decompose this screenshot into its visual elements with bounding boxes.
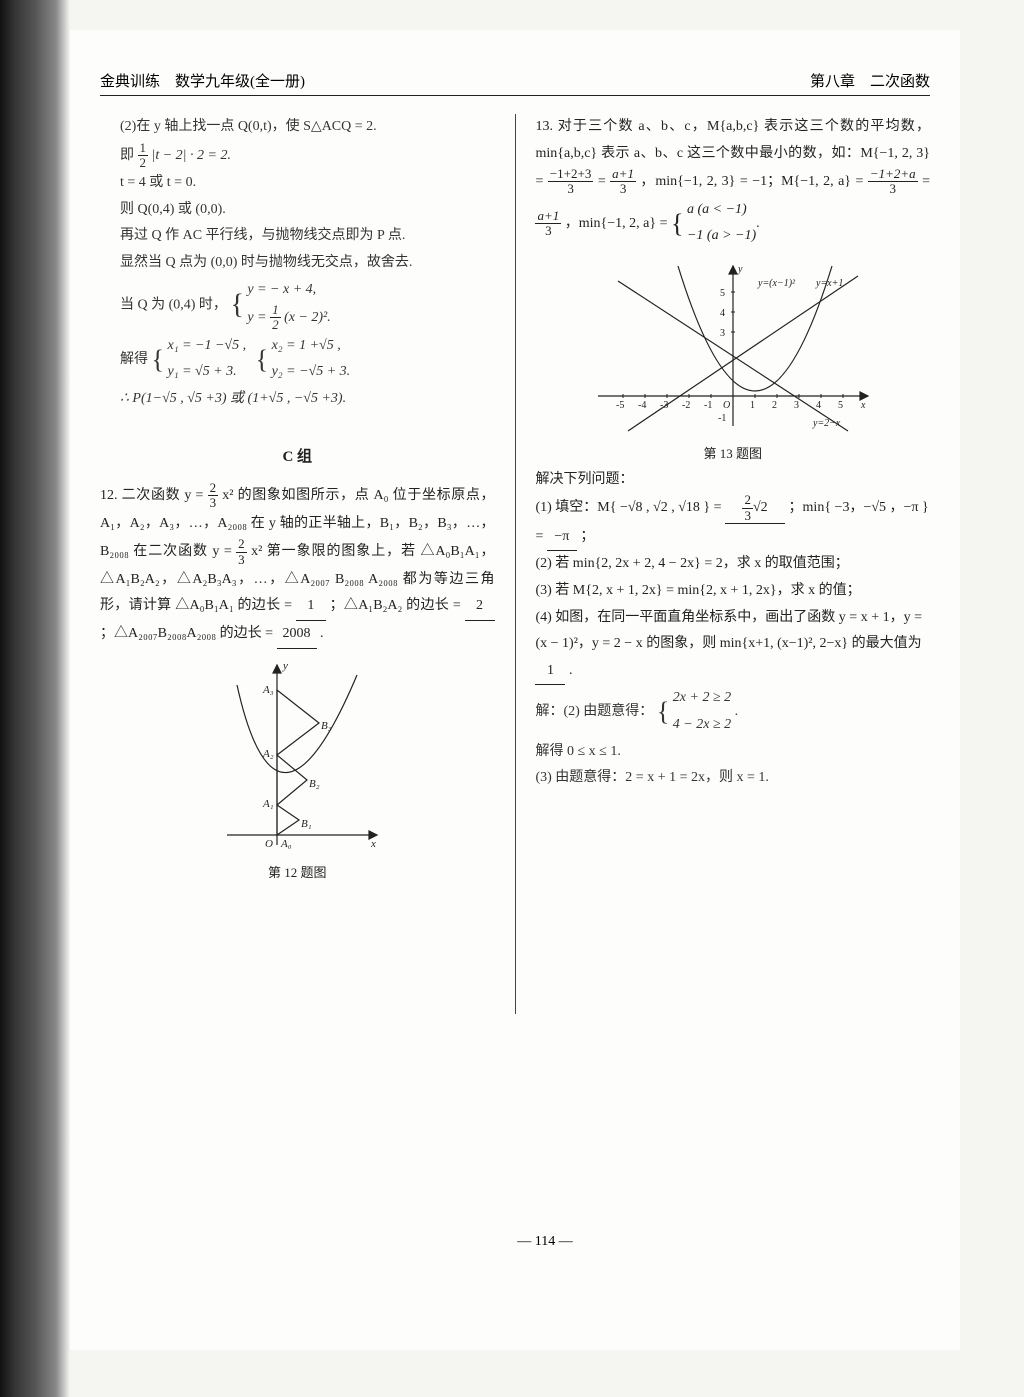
svg-text:5: 5 [838,400,843,411]
svg-text:y: y [282,660,288,672]
svg-text:A₂: A₂ [262,748,274,760]
svg-text:-2: -2 [682,400,690,411]
fig12-caption: 第 12 题图 [100,861,495,886]
part-2: (2) 若 min{2, 2x + 2, 4 − 2x} = 2，求 x 的取值… [535,551,930,578]
svg-text:B₁: B₁ [301,818,312,830]
svg-text:y=2−x: y=2−x [812,418,841,429]
group-c-heading: C 组 [100,443,495,472]
q13: 13. 对于三个数 a、b、c，M{a,b,c} 表示这三个数的平均数，min{… [535,114,930,250]
part-4: (4) 如图，在同一平面直角坐标系中，画出了函数 y = x + 1，y = (… [535,605,930,686]
svg-text:1: 1 [750,400,755,411]
system-eq: 当 Q 为 (0,4) 时， { y = − x + 4, y = 12 (x … [120,277,495,333]
svg-text:4: 4 [816,400,821,411]
svg-text:O: O [265,838,273,850]
solve-lead: 解决下列问题： [535,467,930,494]
line-par: 再过 Q 作 AC 平行线，与抛物线交点即为 P 点. [120,223,495,250]
part-1: (1) 填空：M{ −√8 , √2 , √18 } = 23√2 ；min{ … [535,493,930,551]
answer-12a: 1 [296,593,326,621]
line-q: 则 Q(0,4) 或 (0,0). [120,197,495,224]
svg-text:O: O [723,400,730,411]
svg-text:-1: -1 [718,413,726,424]
svg-text:B₃: B₃ [321,720,332,732]
svg-text:2: 2 [772,400,777,411]
svg-text:4: 4 [720,308,725,319]
column-divider [515,114,516,1014]
line-frac: 即 12 |t − 2| · 2 = 2. [120,141,495,171]
svg-text:-5: -5 [616,400,624,411]
svg-text:x: x [860,400,866,411]
svg-text:-3: -3 [660,400,668,411]
left-column: (2)在 y 轴上找一点 Q(0,t)，使 S△ACQ = 2. 即 12 |t… [100,114,495,1014]
therefore: ∴ P(1−√5 , √5 +3) 或 (1+√5 , −√5 +3). [120,386,495,413]
line-t: t = 4 或 t = 0. [120,170,495,197]
solution-2-res: 解得 0 ≤ x ≤ 1. [535,739,930,766]
solution-3: (3) 由题意得：2 = x + 1 = 2x，则 x = 1. [535,765,930,792]
figure-12: O A₀ A₁ A₂ A₃ B₁ B₂ B₃ x y [207,655,387,855]
svg-text:y: y [737,264,743,275]
answer-12b: 2 [465,593,495,621]
answer-12c: 2008 [277,621,317,649]
right-column: 13. 对于三个数 a、b、c，M{a,b,c} 表示这三个数的平均数，min{… [535,114,930,1014]
figure-13: y x O 5 4 3 -5 -4 -3 -2 -1 1 2 3 4 [588,256,878,436]
part-3: (3) 若 M{2, x + 1, 2x} = min{2, x + 1, 2x… [535,578,930,605]
svg-text:-1: -1 [704,400,712,411]
svg-text:y=x+1: y=x+1 [815,278,843,289]
header-left: 金典训练 数学九年级(全一册) [100,70,305,91]
svg-text:-4: -4 [638,400,646,411]
svg-text:A₃: A₃ [262,684,274,696]
fig13-caption: 第 13 题图 [535,442,930,467]
line-reject: 显然当 Q 点为 (0,0) 时与抛物线无交点，故舍去. [120,250,495,277]
svg-text:y=(x−1)²: y=(x−1)² [757,278,796,289]
header-right: 第八章 二次函数 [810,70,930,91]
q12: 12. 二次函数 y = 23 x² 的图象如图所示，点 A₀ 位于坐标原点，A… [100,481,495,649]
svg-text:x: x [370,838,376,850]
svg-text:3: 3 [794,400,799,411]
svg-text:5: 5 [720,288,725,299]
p2-lead: (2)在 y 轴上找一点 Q(0,t)，使 S△ACQ = 2. [120,114,495,141]
solutions: 解得 { x₁ = −1 −√5 , y₁ = √5 + 3. { x₂ = 1… [120,333,495,386]
svg-text:A₁: A₁ [262,798,274,810]
svg-text:3: 3 [720,328,725,339]
solution-2: 解：(2) 由题意得： { 2x + 2 ≥ 2 4 − 2x ≥ 2 . [535,685,930,738]
svg-text:A₀: A₀ [280,838,292,850]
svg-text:B₂: B₂ [309,778,320,790]
page-number: — 114 — [100,1234,990,1250]
